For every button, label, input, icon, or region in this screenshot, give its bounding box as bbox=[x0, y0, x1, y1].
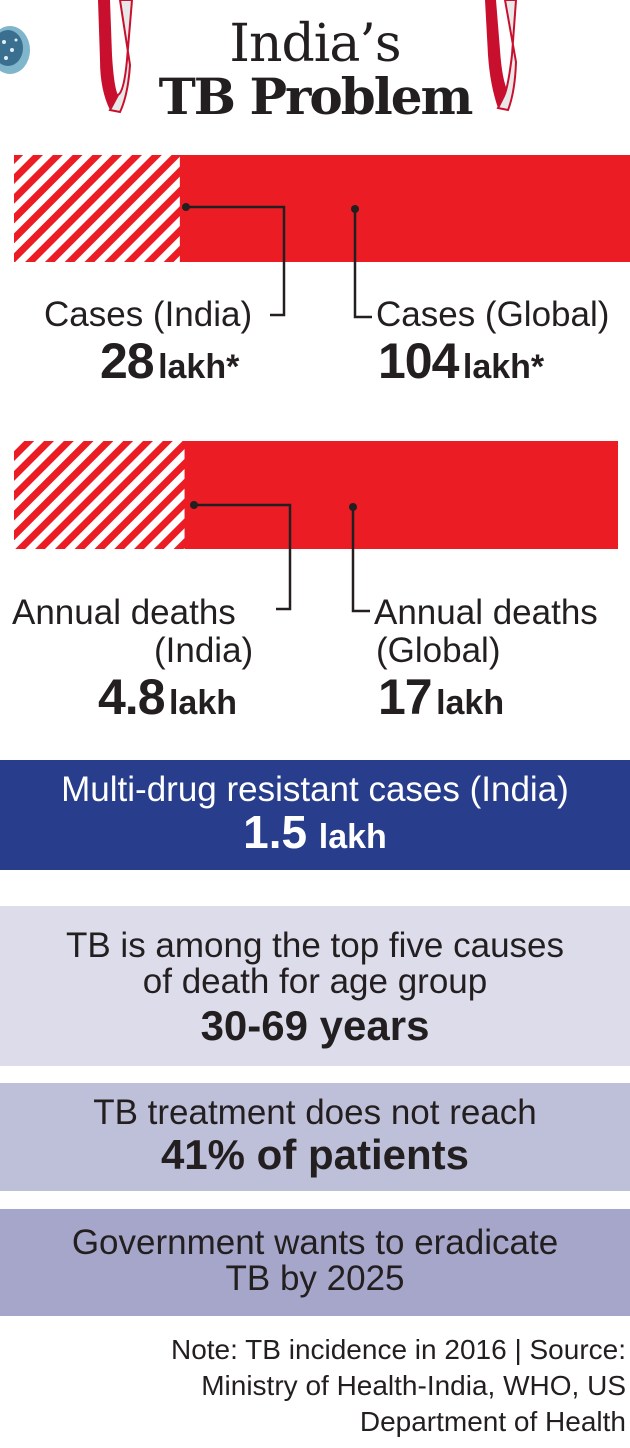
fact2-line1: TB treatment does not reach bbox=[93, 1093, 537, 1132]
value-number: 17 bbox=[378, 669, 433, 725]
label-deaths-global-line1: Annual deaths bbox=[374, 593, 598, 632]
value-number: 28 bbox=[100, 333, 155, 389]
connector-india bbox=[194, 503, 292, 611]
connector-dot-india bbox=[182, 203, 190, 211]
connector-global bbox=[353, 209, 372, 319]
value-deaths-india: 4.8 lakh bbox=[98, 670, 237, 724]
mdr-label: Multi-drug resistant cases (India) bbox=[61, 770, 569, 809]
connector-dot-india bbox=[190, 501, 198, 509]
connector-global bbox=[351, 507, 370, 613]
note-line-3: Department of Health bbox=[359, 1406, 626, 1437]
fact3-line1: Government wants to eradicate bbox=[71, 1223, 559, 1262]
value-unit: lakh* bbox=[158, 348, 240, 386]
mdr-unit: lakh bbox=[318, 818, 387, 856]
connector-dot-global bbox=[351, 205, 359, 213]
note-line-2: Ministry of Health-India, WHO, US bbox=[201, 1370, 626, 1401]
value-unit: lakh bbox=[436, 684, 505, 722]
fact1-line2: of death for age group bbox=[142, 962, 488, 1001]
bacterium-icon bbox=[0, 26, 30, 74]
ribbon-icon bbox=[98, 0, 518, 114]
label-deaths-india-line2: (India) bbox=[154, 631, 254, 670]
note-line-1: Note: TB incidence in 2016 | Source: bbox=[170, 1334, 626, 1365]
fact2-highlight: 41% of patients bbox=[160, 1131, 470, 1178]
bar-chart bbox=[14, 155, 630, 613]
bar-cases-india bbox=[14, 155, 180, 262]
mdr-number: 1.5 bbox=[243, 806, 308, 858]
fact-box-age-group: TB is among the top five causes of death… bbox=[0, 906, 630, 1066]
value-unit: lakh bbox=[168, 684, 238, 722]
label-deaths-india-line1: Annual deaths bbox=[12, 593, 236, 632]
mdr-value: 1.5 lakh bbox=[0, 808, 630, 861]
connector-india bbox=[186, 205, 286, 317]
value-number: 4.8 bbox=[98, 669, 166, 725]
fact3-line2: TB by 2025 bbox=[225, 1259, 405, 1298]
fact1-line1: TB is among the top five causes bbox=[65, 926, 565, 965]
value-cases-global: 104 lakh* bbox=[378, 334, 544, 388]
label-deaths-global-line2: (Global) bbox=[376, 631, 501, 670]
header-artwork bbox=[0, 0, 518, 114]
value-deaths-global: 17 lakh bbox=[378, 670, 504, 724]
value-cases-india: 28 lakh* bbox=[100, 334, 239, 388]
label-cases-india: Cases (India) bbox=[44, 295, 253, 334]
bar-deaths-india bbox=[14, 441, 185, 549]
value-unit: lakh* bbox=[462, 348, 545, 386]
title-line-1: India’s bbox=[229, 14, 401, 74]
fact1-highlight: 30-69 years bbox=[200, 1002, 430, 1049]
label-cases-global: Cases (Global) bbox=[376, 295, 610, 334]
title-line-2: TB Problem bbox=[158, 67, 474, 126]
fact-box-eradicate: Government wants to eradicate TB by 2025 bbox=[0, 1209, 630, 1316]
mdr-box: Multi-drug resistant cases (India) 1.5 l… bbox=[0, 760, 630, 870]
connector-dot-global bbox=[349, 503, 357, 511]
value-number: 104 bbox=[378, 333, 459, 389]
fact-box-treatment: TB treatment does not reach 41% of patie… bbox=[0, 1083, 630, 1191]
